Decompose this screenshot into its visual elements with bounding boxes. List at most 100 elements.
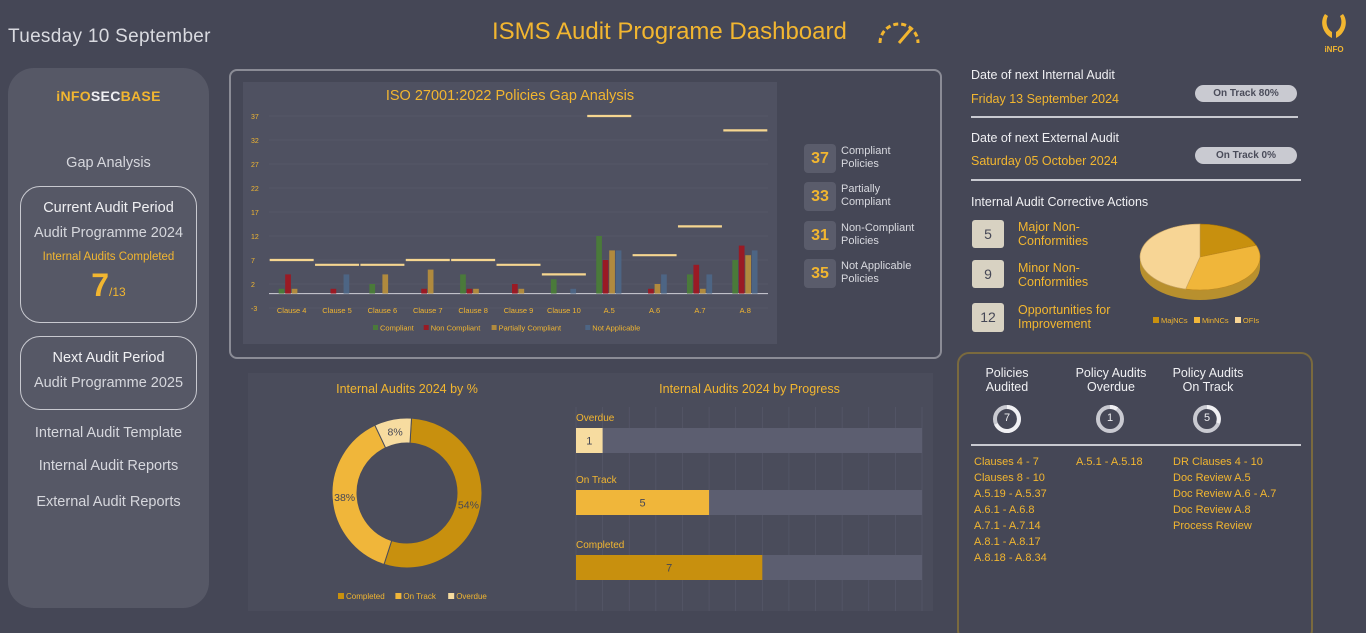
- progress-category-label: On Track: [576, 475, 618, 486]
- y-tick-label: 27: [251, 162, 259, 169]
- x-tick-label: Clause 7: [413, 306, 443, 315]
- chart-title: ISO 27001:2022 Policies Gap Analysis: [386, 88, 634, 104]
- kpi-non-compliant-label-1: Non-Compliant: [841, 222, 915, 234]
- legend-swatch: [373, 325, 378, 330]
- bar-partially-compliant: [291, 288, 298, 294]
- legend-swatch: [448, 593, 455, 599]
- brand-mid: SEC: [90, 88, 121, 104]
- next-external-audit-date: Saturday 05 October 2024: [971, 154, 1118, 168]
- internal-audit-reports-link[interactable]: Internal Audit Reports: [38, 458, 179, 474]
- donut-slice-completed: [383, 417, 483, 569]
- y-tick-label: 32: [251, 138, 259, 145]
- gap-analysis-chart: ISO 27001:2022 Policies Gap Analysis-327…: [251, 88, 768, 333]
- next-programme: Audit Programme 2025: [33, 375, 184, 391]
- current-period-heading: Current Audit Period: [43, 200, 174, 216]
- current-audit-period-card[interactable]: Current Audit Period Audit Programme 202…: [20, 186, 197, 323]
- audits-on-track-count: 5: [1203, 412, 1211, 424]
- progress-value-label: 5: [639, 498, 645, 510]
- on-track-list: DR Clauses 4 - 10 Doc Review A.5 Doc Rev…: [1173, 454, 1276, 534]
- kpi-non-compliant-label-2: Policies: [841, 235, 879, 247]
- pie-side: [1140, 257, 1260, 300]
- list-item: Doc Review A.8: [1173, 504, 1251, 516]
- legend-label: Partially Compliant: [499, 324, 562, 333]
- gauge-icon: [878, 22, 920, 44]
- bar-non-compliant: [285, 274, 291, 294]
- list-item: Doc Review A.6 - A.7: [1173, 488, 1277, 500]
- bar-partially-compliant: [699, 288, 706, 294]
- audits-on-track-h1: Policy Audits: [1172, 366, 1244, 380]
- progress-category-label: Overdue: [576, 413, 615, 424]
- gap-analysis-plot-area: ISO 27001:2022 Policies Gap Analysis -3 2 7…: [243, 82, 777, 344]
- bar-non-compliant: [738, 245, 745, 294]
- bar-partially-compliant: [427, 269, 434, 294]
- kpi-non-compliant: 31 Non-Compliant Policies: [804, 221, 914, 250]
- legend-label: Non Compliant: [431, 324, 482, 333]
- list-item: A.5.19 - A.5.37: [974, 488, 1047, 500]
- bar-non-compliant: [693, 264, 700, 294]
- legend-majncs: MajNCs: [1161, 316, 1188, 325]
- x-tick-label: A.7: [694, 306, 705, 315]
- next-period-heading: Next Audit Period: [52, 350, 165, 366]
- next-external-audit-label: Date of next External Audit: [971, 131, 1120, 145]
- kpi-compliant-label-2: Policies: [841, 158, 879, 170]
- brand-logo[interactable]: iNFOSECBASE: [8, 88, 209, 104]
- page-title: ISMS Audit Programe Dashboard: [492, 18, 847, 45]
- ofi-label-1: Opportunities for: [1018, 303, 1111, 317]
- y-tick-label: 7: [251, 258, 255, 265]
- audits-by-progress-panel: Internal Audits 2024 by Progress Overdue…: [566, 373, 933, 611]
- list-item: A.7.1 - A.7.14: [974, 520, 1041, 532]
- x-tick-label: A.5: [604, 306, 615, 315]
- gap-analysis-link[interactable]: Gap Analysis: [66, 155, 151, 171]
- bar-compliant: [278, 288, 285, 294]
- legend-label: Not Applicable: [592, 324, 640, 333]
- kpi-non-compliant-value: 31: [804, 221, 836, 250]
- donut-value-label: 38%: [334, 492, 355, 504]
- ofi-value: 12: [972, 303, 1004, 332]
- legend-swatch: [395, 593, 402, 599]
- progress-track: [576, 428, 922, 453]
- bar-non-compliant: [648, 288, 654, 294]
- bar-compliant: [550, 279, 557, 294]
- policies-audited-header: Policies Audited: [959, 366, 1055, 394]
- legend-swatch-majncs: [1153, 317, 1159, 323]
- corner-logo[interactable]: iNFO: [1316, 12, 1352, 56]
- x-tick-label: Clause 9: [504, 306, 534, 315]
- x-tick-label: Clause 10: [547, 306, 581, 315]
- x-tick-label: A.6: [649, 306, 660, 315]
- list-item: Clauses 8 - 10: [974, 472, 1045, 484]
- ring-icon: [1096, 405, 1124, 433]
- next-internal-audit-date: Friday 13 September 2024: [971, 92, 1120, 106]
- kpi-compliant-value: 37: [804, 144, 836, 173]
- external-audit-status-badge: On Track 0%: [1195, 147, 1297, 164]
- bar-partially-compliant: [654, 284, 661, 294]
- internal-audit-template-link[interactable]: Internal Audit Template: [34, 425, 183, 441]
- bar-partially-compliant: [745, 255, 752, 294]
- policies-audited-ring: 7: [992, 404, 1022, 434]
- list-item: A.5.1 - A.5.18: [1076, 456, 1143, 468]
- y-tick-label: 2: [251, 282, 255, 289]
- legend-swatch: [423, 325, 429, 330]
- bar-non-compliant: [421, 288, 427, 294]
- legend-swatch: [338, 593, 344, 599]
- bar-not-applicable: [706, 274, 713, 294]
- brand-suffix: BASE: [120, 88, 161, 104]
- list-item: Process Review: [1173, 520, 1252, 532]
- bar-compliant: [369, 284, 376, 294]
- audited-list: Clauses 4 - 7 Clauses 8 - 10 A.5.19 - A.…: [974, 454, 1047, 566]
- y-tick-label: 12: [251, 234, 259, 241]
- audits-overdue-count: 1: [1106, 412, 1114, 424]
- kpi-partially-label-1: Partially: [841, 183, 881, 195]
- corrective-pie-legend: MajNCs MinNCs OFIs: [1153, 316, 1259, 325]
- pie-slice-majncs: [1199, 223, 1257, 258]
- policies-audited-count: 7: [1003, 412, 1011, 424]
- completed-value: 7: [91, 267, 110, 303]
- progress-bar-completed: [576, 555, 763, 580]
- donut-value-label: 54%: [458, 500, 479, 512]
- next-audit-period-card[interactable]: Next Audit Period Audit Programme 2025: [20, 336, 197, 410]
- major-nc-label-1: Major Non-: [1018, 220, 1080, 234]
- bar-compliant: [460, 274, 466, 294]
- kpi-compliant: 37 Compliant Policies: [804, 144, 891, 173]
- external-audit-reports-link[interactable]: External Audit Reports: [36, 494, 181, 510]
- bar-non-compliant: [512, 284, 518, 294]
- divider: [971, 179, 1301, 181]
